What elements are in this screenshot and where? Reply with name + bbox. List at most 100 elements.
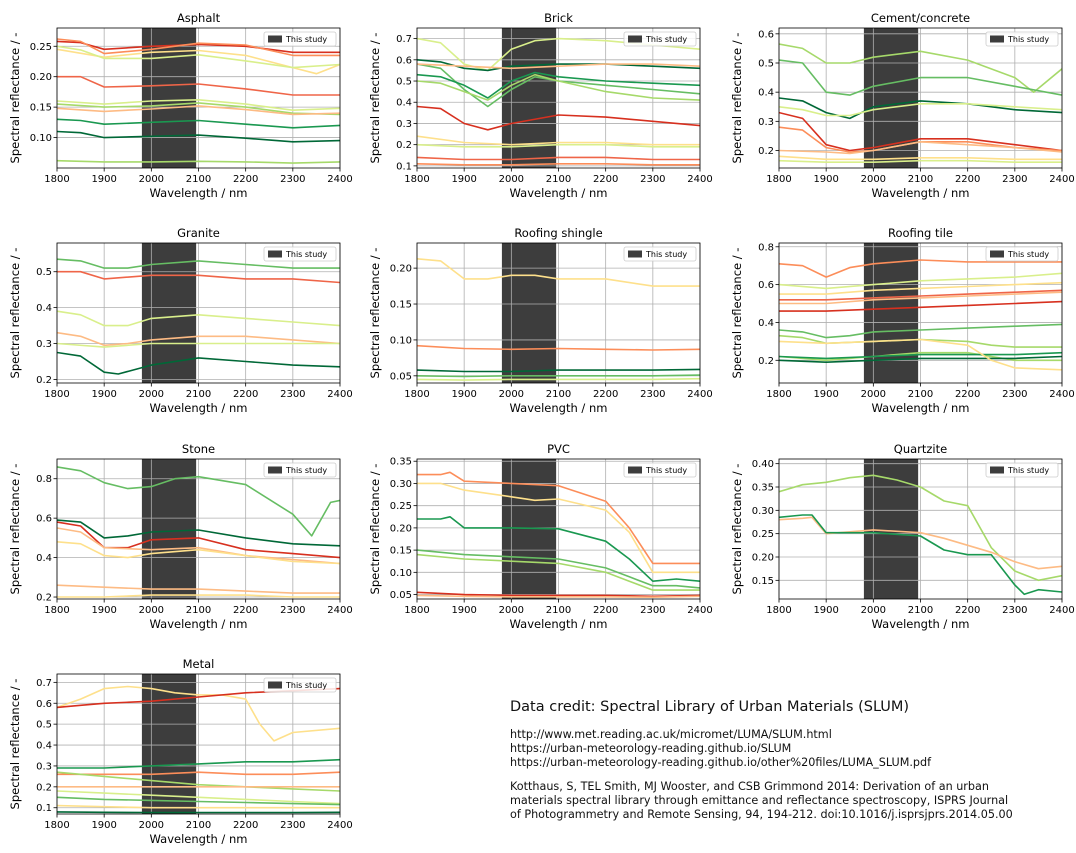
highlight-band <box>141 674 197 814</box>
x-axis-label: Wavelength / nm <box>510 401 608 415</box>
series-line <box>57 594 340 598</box>
series-line <box>779 97 1062 120</box>
x-tick-label: 1900 <box>813 605 838 616</box>
series-line <box>57 310 340 327</box>
series-line <box>779 355 1062 364</box>
x-tick-label: 2200 <box>955 605 980 616</box>
series-line <box>417 59 700 72</box>
credit-link[interactable]: http://www.met.reading.ac.uk/micromet/LU… <box>510 728 832 741</box>
y-tick-label: 0.40 <box>752 459 774 470</box>
series-line <box>779 289 1062 301</box>
series-line <box>779 59 1062 96</box>
series-line <box>417 594 700 599</box>
citation-line: of Photogrammetry and Remote Sensing, 94… <box>510 808 1013 821</box>
x-tick-label: 2000 <box>499 174 524 185</box>
y-tick-label: 0.15 <box>752 576 774 587</box>
x-tick-label: 1800 <box>404 174 429 185</box>
credit-link[interactable]: https://urban-meteorology-reading.github… <box>510 742 792 755</box>
y-tick-label: 0.5 <box>396 77 412 88</box>
chart-title: PVC <box>547 442 570 456</box>
y-tick-label: 0.7 <box>36 678 52 689</box>
y-tick-label: 0.4 <box>758 88 774 99</box>
y-tick-label: 0.5 <box>36 267 52 278</box>
chart-panel: 1800 1900 2000 2100 2200 2300 2400 0.1 0.2 0.3 0.4… <box>368 11 713 200</box>
y-tick-label: 0.6 <box>758 280 774 291</box>
x-tick-label: 2200 <box>955 174 980 185</box>
x-tick-label: 2300 <box>280 605 305 616</box>
series-line <box>779 516 1062 570</box>
y-axis-label: Spectral reflectance / - <box>368 464 382 595</box>
x-axis-label: Wavelength / nm <box>150 186 248 200</box>
chart-panel: 1800 1900 2000 2100 2200 2300 2400 0.2 0.4 0.6 0.8… <box>730 226 1075 415</box>
x-axis-label: Wavelength / nm <box>510 617 608 631</box>
y-tick-label: 0.05 <box>390 371 412 382</box>
series-line <box>57 331 340 347</box>
legend: This study <box>263 462 337 478</box>
y-tick-label: 0.8 <box>758 242 774 253</box>
series-line <box>57 804 340 809</box>
series-line <box>417 344 700 351</box>
chart-title: Metal <box>183 657 215 671</box>
series-line <box>779 291 1062 305</box>
series-line <box>57 811 340 814</box>
x-tick-label: 2400 <box>327 605 352 616</box>
chart-panel: 1800 1900 2000 2100 2200 2300 2400 0.2 0.4 0.6 0.8… <box>8 442 353 631</box>
x-axis-label: Wavelength / nm <box>872 401 970 415</box>
y-tick-label: 0.3 <box>36 339 52 350</box>
y-tick-label: 0.6 <box>36 514 52 525</box>
legend-label: This study <box>1007 250 1049 259</box>
y-tick-label: 0.25 <box>390 501 412 512</box>
series-line <box>57 796 340 806</box>
y-tick-label: 0.10 <box>30 133 52 144</box>
x-tick-label: 2100 <box>546 389 571 400</box>
y-tick-label: 0.6 <box>758 29 774 40</box>
x-tick-label: 2100 <box>546 605 571 616</box>
series-line <box>417 515 700 583</box>
series-line <box>417 71 700 99</box>
series-line <box>779 323 1062 339</box>
series-line <box>779 281 1062 295</box>
x-tick-label: 1800 <box>766 389 791 400</box>
x-tick-label: 2200 <box>955 389 980 400</box>
x-tick-label: 2400 <box>687 174 712 185</box>
x-tick-label: 1900 <box>813 174 838 185</box>
x-tick-label: 1800 <box>44 389 69 400</box>
series-line <box>57 758 340 769</box>
series-line <box>57 685 340 742</box>
legend-label: This study <box>285 250 327 259</box>
series-line <box>779 43 1062 93</box>
chart-panel: 1800 1900 2000 2100 2200 2300 2400 0.2 0.3 0.4 0.5… <box>730 11 1075 200</box>
series-line <box>57 519 340 547</box>
chart-title: Granite <box>177 226 220 240</box>
highlight-band <box>863 459 919 599</box>
legend: This study <box>263 31 337 47</box>
series-line <box>57 130 340 143</box>
x-tick-label: 2000 <box>861 174 886 185</box>
x-tick-label: 2400 <box>1049 174 1074 185</box>
y-tick-label: 0.15 <box>390 546 412 557</box>
x-tick-label: 1900 <box>91 820 116 831</box>
series-line <box>779 272 1062 290</box>
x-axis-label: Wavelength / nm <box>872 186 970 200</box>
series-line <box>57 584 340 594</box>
series-line <box>417 105 700 131</box>
x-tick-label: 2000 <box>861 389 886 400</box>
x-axis-label: Wavelength / nm <box>510 186 608 200</box>
x-tick-label: 2200 <box>233 389 258 400</box>
credit-link[interactable]: https://urban-meteorology-reading.github… <box>510 756 932 769</box>
y-tick-label: 0.05 <box>390 590 412 601</box>
x-tick-label: 1900 <box>91 174 116 185</box>
series-line <box>779 103 1062 117</box>
series-line <box>417 374 700 378</box>
series-line <box>417 163 700 166</box>
y-tick-label: 0.20 <box>390 264 412 275</box>
x-tick-label: 2200 <box>233 605 258 616</box>
series-line <box>57 75 340 96</box>
series-line <box>57 38 340 57</box>
series-line <box>779 300 1062 312</box>
chart-title: Roofing shingle <box>514 226 602 240</box>
chart-title: Asphalt <box>177 11 221 25</box>
y-tick-label: 0.2 <box>36 375 52 386</box>
series-line <box>779 514 1062 596</box>
x-tick-label: 2000 <box>861 605 886 616</box>
